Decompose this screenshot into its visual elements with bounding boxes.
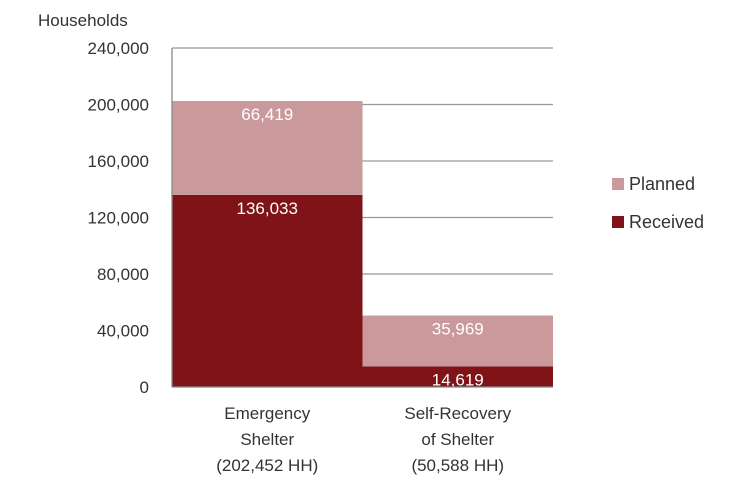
- data-label: 35,969: [432, 320, 484, 339]
- y-tick-label: 240,000: [88, 39, 149, 58]
- legend-swatch: [612, 178, 624, 190]
- legend-label: Planned: [629, 174, 695, 194]
- x-tick-label: Self-Recovery: [404, 404, 511, 423]
- x-tick-label: (50,588 HH): [411, 456, 504, 475]
- y-tick-label: 80,000: [97, 265, 149, 284]
- legend-swatch: [612, 216, 624, 228]
- legend-label: Received: [629, 212, 704, 232]
- x-tick-label: Shelter: [240, 430, 294, 449]
- y-axis-label: Households: [38, 11, 128, 30]
- x-tick-label: (202,452 HH): [216, 456, 318, 475]
- x-tick-label: Emergency: [224, 404, 310, 423]
- x-tick-label: of Shelter: [421, 430, 494, 449]
- y-tick-label: 0: [140, 378, 149, 397]
- y-tick-label: 200,000: [88, 96, 149, 115]
- data-label: 136,033: [237, 199, 298, 218]
- y-tick-label: 120,000: [88, 209, 149, 228]
- y-tick-label: 160,000: [88, 152, 149, 171]
- y-tick-label: 40,000: [97, 322, 149, 341]
- bar-received: [172, 195, 363, 387]
- data-label: 66,419: [241, 105, 293, 124]
